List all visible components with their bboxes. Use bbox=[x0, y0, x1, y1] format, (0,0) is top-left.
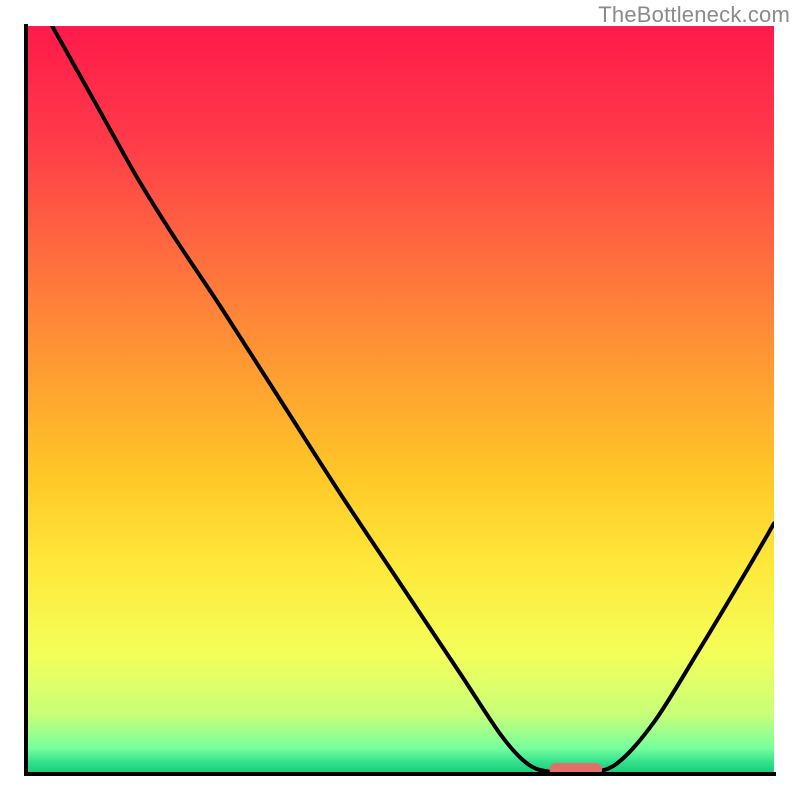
watermark-text: TheBottleneck.com bbox=[598, 2, 790, 28]
chart-container: TheBottleneck.com bbox=[0, 0, 800, 800]
plot-background bbox=[26, 26, 774, 774]
bottleneck-chart bbox=[0, 0, 800, 800]
